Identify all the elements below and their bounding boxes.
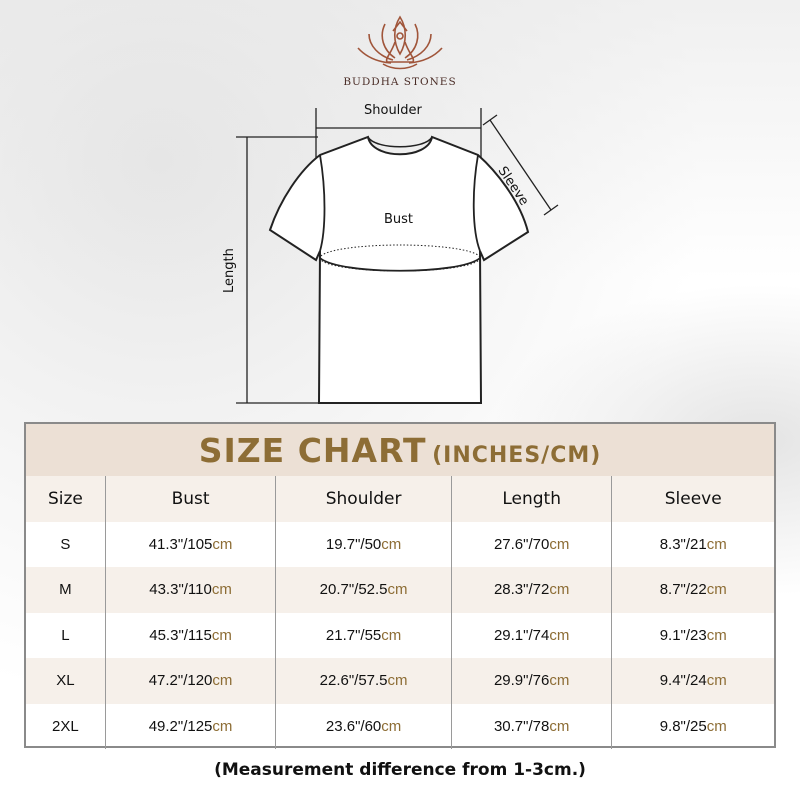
unit: cm — [549, 717, 570, 735]
unit: cm — [211, 626, 232, 644]
unit: cm — [549, 535, 570, 553]
measurement-cell: 47.2"/120 cm — [104, 658, 276, 704]
header-shoulder: Shoulder — [275, 476, 451, 522]
value: 20.7"/52.5 — [319, 581, 388, 599]
value: 8.7"/22 — [659, 581, 707, 599]
measurement-cell: 45.3"/115 cm — [104, 612, 276, 658]
unit: cm — [212, 672, 233, 690]
value: 28.3"/72 — [493, 581, 550, 599]
table-row: S 41.3"/105 cm 19.7"/50 cm 27.6"/70 cm 8.3"/21 c… — [26, 521, 774, 567]
unit: cm — [706, 717, 727, 735]
measurement-cell: 43.3"/110 cm — [104, 567, 276, 613]
value: 29.9"/76 — [493, 672, 550, 690]
value: 9.1"/23 — [659, 626, 707, 644]
size-cell: S — [60, 535, 71, 553]
size-cell: 2XL — [52, 717, 79, 735]
measurement-cell: 27.6"/70 cm — [450, 521, 612, 567]
lotus-meditation-icon — [357, 15, 443, 70]
unit: cm — [706, 672, 727, 690]
value: 45.3"/115 — [149, 626, 212, 644]
table-row: L 45.3"/115 cm 21.7"/55 cm 29.1"/74 cm 9.1"/23 c… — [26, 612, 774, 658]
size-chart-table: SIZE CHART (INCHES/CM) Size Bust Shoulde… — [24, 422, 776, 749]
unit: cm — [212, 535, 233, 553]
header-bust: Bust — [104, 476, 276, 522]
unit: cm — [381, 626, 402, 644]
table-header-row: Size Bust Shoulder Length Sleeve — [26, 476, 774, 522]
table-row: 2XL 49.2"/125 cm 23.6"/60 cm 30.7"/78 cm 9.8"/2… — [26, 703, 774, 749]
unit: cm — [212, 717, 233, 735]
measurement-cell: 9.4"/24 cm — [611, 658, 774, 704]
value: 19.7"/50 — [325, 535, 382, 553]
value: 22.6"/57.5 — [319, 672, 388, 690]
value: 21.7"/55 — [325, 626, 382, 644]
value: 41.3"/105 — [148, 535, 213, 553]
measurement-cell: 22.6"/57.5 cm — [275, 658, 451, 704]
unit: cm — [706, 626, 727, 644]
sleeve-measure-line — [489, 119, 552, 211]
unit: cm — [549, 581, 570, 599]
size-cell: XL — [56, 672, 75, 690]
measurement-cell: 20.7"/52.5 cm — [275, 567, 451, 613]
value: 9.4"/24 — [659, 672, 707, 690]
value: 49.2"/125 — [148, 717, 213, 735]
value: 27.6"/70 — [493, 535, 550, 553]
header-size: Size — [47, 488, 83, 509]
measurement-cell: 8.7"/22 cm — [611, 567, 774, 613]
measurement-cell: 23.6"/60 cm — [275, 703, 451, 749]
header-length: Length — [450, 476, 612, 522]
unit: cm — [387, 581, 408, 599]
tshirt-diagram — [236, 108, 559, 404]
value: 8.3"/21 — [659, 535, 707, 553]
measurement-note: (Measurement difference from 1-3cm.) — [214, 760, 586, 780]
unit: cm — [381, 717, 402, 735]
measurement-cell: 30.7"/78 cm — [450, 703, 612, 749]
header-sleeve: Sleeve — [611, 476, 774, 522]
measurement-cell: 41.3"/105 cm — [104, 521, 276, 567]
measurement-cell: 9.8"/25 cm — [611, 703, 774, 749]
unit: cm — [211, 581, 232, 599]
shoulder-label: Shoulder — [364, 103, 422, 118]
unit: cm — [381, 535, 402, 553]
unit: cm — [387, 672, 408, 690]
title-units: (INCHES/CM) — [432, 443, 602, 468]
measurement-cell: 29.9"/76 cm — [450, 658, 612, 704]
measurement-cell: 9.1"/23 cm — [611, 612, 774, 658]
measurement-cell: 21.7"/55 cm — [275, 612, 451, 658]
measurement-cell: 29.1"/74 cm — [450, 612, 612, 658]
title-text: SIZE CHART — [198, 431, 427, 470]
measurement-cell: 8.3"/21 cm — [611, 521, 774, 567]
measurement-cell: 49.2"/125 cm — [104, 703, 276, 749]
length-label: Length — [222, 248, 237, 293]
value: 30.7"/78 — [493, 717, 550, 735]
bust-label: Bust — [384, 212, 414, 227]
brand-logo: BUDDHA STONES — [340, 14, 460, 88]
table-row: XL 47.2"/120 cm 22.6"/57.5 cm 29.9"/76 cm 9.4"/… — [26, 658, 774, 704]
value: 29.1"/74 — [493, 626, 550, 644]
value: 43.3"/110 — [149, 581, 212, 599]
unit: cm — [549, 626, 570, 644]
unit: cm — [706, 581, 727, 599]
measurement-cell: 19.7"/50 cm — [275, 521, 451, 567]
value: 9.8"/25 — [659, 717, 707, 735]
size-chart-title: SIZE CHART (INCHES/CM) — [26, 424, 774, 476]
measurement-cell: 28.3"/72 cm — [450, 567, 612, 613]
size-cell: L — [61, 626, 70, 644]
unit: cm — [706, 535, 727, 553]
size-cell: M — [59, 581, 72, 599]
value: 47.2"/120 — [148, 672, 213, 690]
value: 23.6"/60 — [325, 717, 382, 735]
table-row: M 43.3"/110 cm 20.7"/52.5 cm 28.3"/72 cm 8.7"/2… — [26, 567, 774, 613]
brand-name: BUDDHA STONES — [343, 76, 457, 88]
unit: cm — [549, 672, 570, 690]
